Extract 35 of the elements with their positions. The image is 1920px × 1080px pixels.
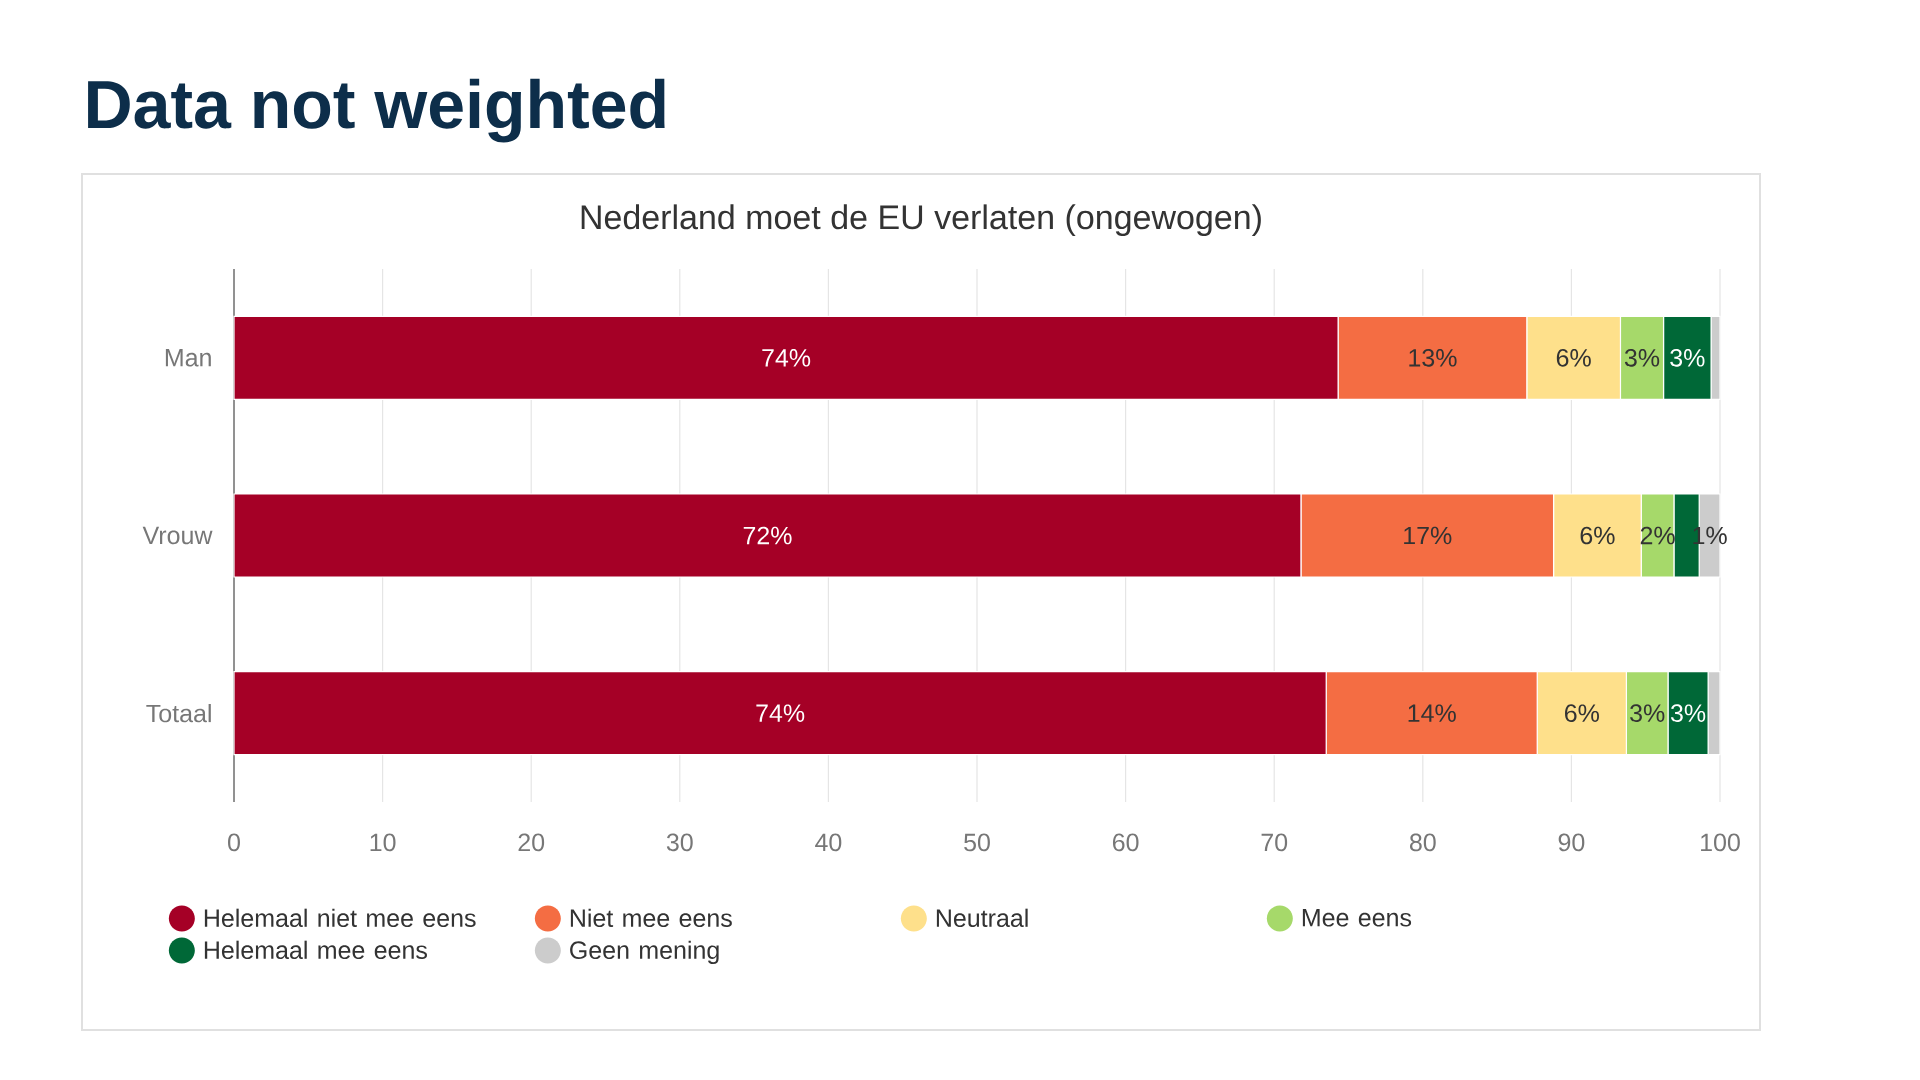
y-tick-label: Vrouw (142, 526, 213, 545)
data-label: 72% (743, 526, 792, 545)
y-tick-label: Man (165, 349, 211, 367)
x-tick-label: 50 (964, 833, 990, 852)
x-tick-label: 70 (1261, 833, 1288, 852)
data-label: 3% (1630, 704, 1665, 723)
x-tick-label: 10 (370, 833, 396, 852)
x-tick-label: 0 (228, 833, 240, 852)
legend-label: Neutraal (936, 908, 1028, 928)
x-tick-label: 100 (1701, 833, 1740, 852)
data-label: 74% (762, 349, 811, 367)
data-label: 6% (1565, 704, 1599, 723)
legend-label: Helemaal niet mee eens (204, 908, 476, 928)
chart-subtitle: Nederland moet de EU verlaten (ongewogen) (581, 204, 1261, 237)
data-label: 6% (1580, 526, 1615, 545)
x-tick-label: 20 (518, 833, 545, 852)
legend-label: Mee eens (1302, 909, 1412, 927)
x-tick-label: 80 (1409, 833, 1436, 852)
data-label: 3% (1670, 704, 1706, 723)
data-label: 6% (1556, 348, 1591, 367)
data-label: 74% (756, 704, 805, 722)
x-tick-label: 60 (1112, 833, 1139, 852)
legend-label: Niet mee eens (570, 908, 732, 928)
x-tick-label: 90 (1558, 833, 1585, 852)
data-label: 14% (1408, 704, 1456, 722)
y-tick-label: Totaal (146, 703, 211, 723)
x-tick-label: 40 (815, 833, 842, 852)
legend-label: Helemaal mee eens (204, 940, 427, 960)
chart-title: Data not weighted (88, 78, 665, 143)
data-label: 3% (1670, 348, 1705, 367)
data-label: 3% (1624, 348, 1660, 367)
data-label: 13% (1409, 348, 1457, 367)
x-tick-label: 30 (666, 833, 693, 852)
legend-label: Geen mening (570, 940, 719, 964)
data-label: 17% (1404, 526, 1452, 545)
